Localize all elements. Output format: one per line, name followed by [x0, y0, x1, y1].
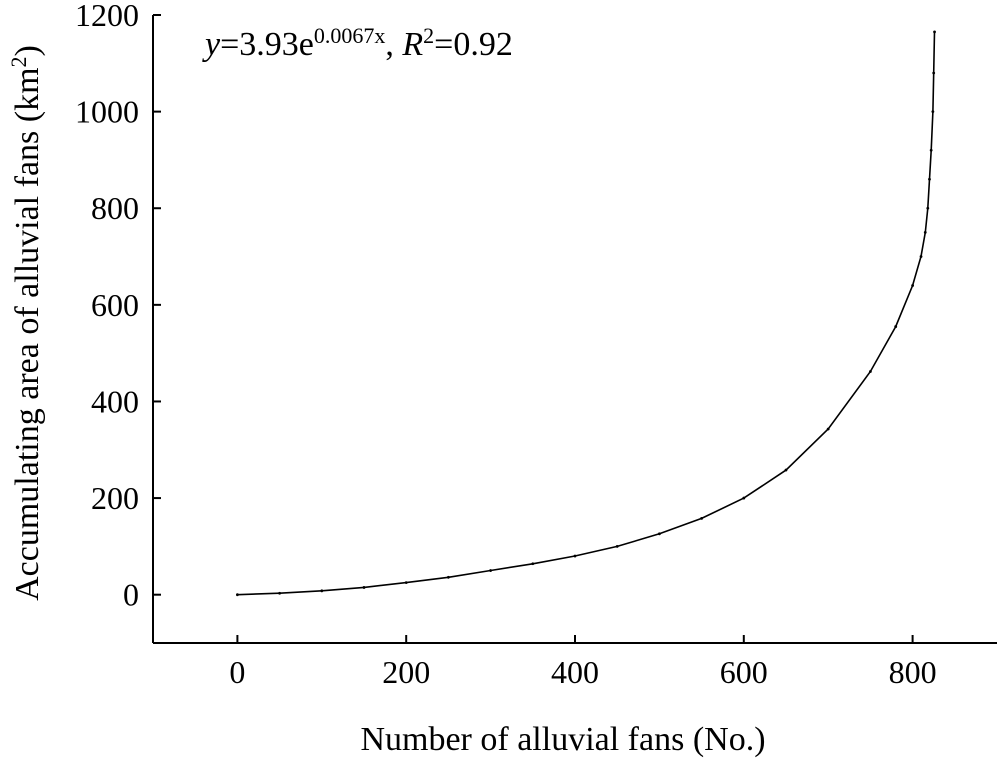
- eq-exponent: 0.0067x: [314, 23, 386, 48]
- y-axis-title-close: ): [9, 45, 46, 56]
- data-point: [923, 230, 927, 234]
- y-axis-title-main: Accumulating area of alluvial fans (km: [9, 67, 46, 600]
- series-points: [236, 30, 936, 597]
- y-tick-label: 0: [123, 577, 139, 613]
- eq-body: =3.93e: [220, 26, 314, 63]
- eq-r-value: =0.92: [434, 26, 513, 63]
- data-point: [615, 544, 619, 548]
- equation-annotation: y=3.93e0.0067x, R2=0.92: [202, 23, 513, 63]
- data-point: [929, 148, 933, 152]
- data-point: [404, 581, 408, 585]
- data-point: [931, 110, 935, 114]
- x-axis-title: Number of alluvial fans (No.): [360, 721, 765, 758]
- y-axis-title-sup: 2: [6, 56, 31, 67]
- eq-separator: ,: [385, 26, 402, 63]
- series-line: [237, 31, 936, 596]
- eq-r-var: R: [401, 26, 423, 63]
- data-point: [320, 589, 324, 593]
- y-tick-label: 800: [91, 190, 139, 226]
- data-point: [928, 177, 931, 181]
- data-point: [489, 569, 492, 572]
- x-tick-label: 400: [551, 654, 599, 690]
- data-point: [784, 468, 788, 472]
- data-point: [362, 586, 366, 589]
- x-tick-label: 0: [229, 654, 245, 690]
- data-point: [531, 562, 535, 566]
- y-tick-label: 1200: [75, 0, 139, 33]
- data-point: [700, 516, 703, 520]
- data-point: [658, 532, 661, 536]
- data-point: [911, 284, 914, 287]
- data-point: [573, 554, 577, 558]
- y-axis-title: Accumulating area of alluvial fans (km2): [6, 45, 46, 601]
- data-point: [926, 206, 930, 210]
- data-point: [933, 30, 936, 34]
- data-point: [742, 496, 746, 500]
- data-point: [894, 325, 898, 328]
- data-point: [869, 370, 872, 373]
- x-tick-label: 600: [720, 654, 768, 690]
- x-tick-label: 200: [382, 654, 430, 690]
- data-point: [919, 255, 923, 258]
- data-point: [236, 593, 239, 597]
- y-tick-label: 200: [91, 480, 139, 516]
- y-tick-label: 600: [91, 287, 139, 323]
- data-point: [278, 591, 281, 595]
- y-tick-label: 1000: [75, 94, 139, 130]
- eq-r-sup: 2: [423, 23, 434, 48]
- data-point: [932, 71, 936, 75]
- y-ticks: 0 200 400 600 800 1000 1200: [75, 0, 161, 613]
- data-point: [447, 575, 450, 579]
- x-tick-label: 800: [889, 654, 937, 690]
- data-point: [826, 427, 830, 431]
- plot-area: 0 200 400 600 800 1000 1200 0 200 400 600 800: [75, 0, 997, 690]
- y-tick-label: 400: [91, 383, 139, 419]
- eq-y-var: y: [202, 26, 221, 63]
- x-ticks: 0 200 400 600 800: [229, 635, 937, 690]
